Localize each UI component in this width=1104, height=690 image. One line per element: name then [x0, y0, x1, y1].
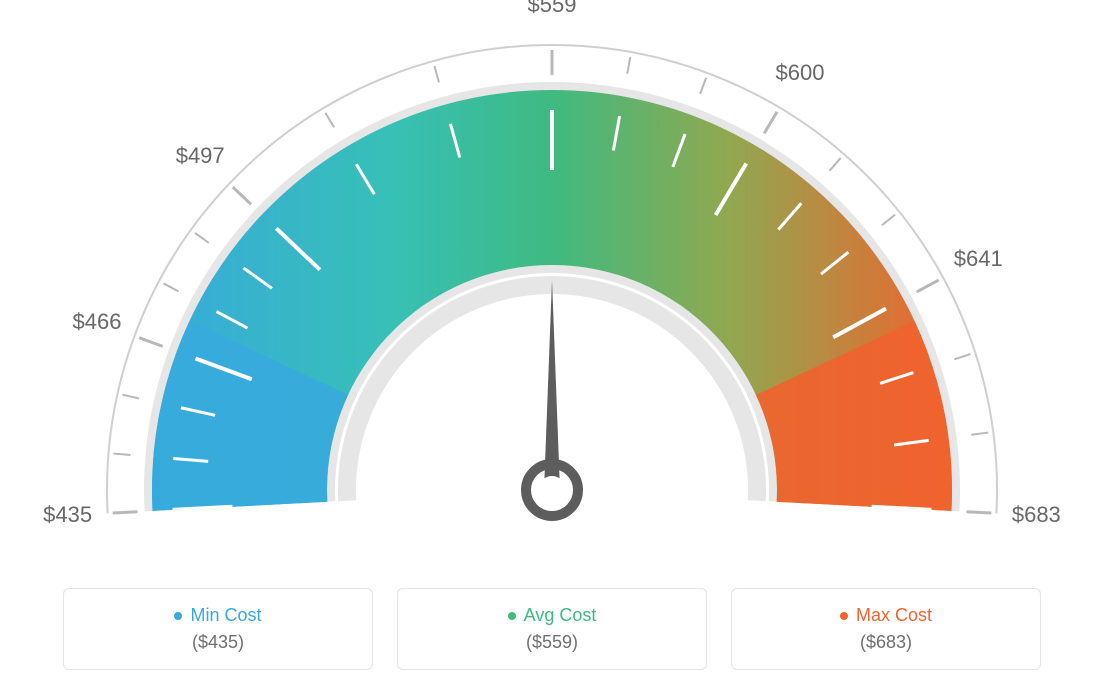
legend-value-avg: ($559): [526, 632, 578, 653]
legend-title-min: Min Cost: [190, 605, 261, 626]
legend-dot-max: [840, 612, 848, 620]
legend-row: Min Cost ($435) Avg Cost ($559) Max Cost…: [0, 588, 1104, 670]
gauge-tick-label: $466: [72, 309, 121, 335]
legend-value-max: ($683): [860, 632, 912, 653]
legend-title-row: Avg Cost: [508, 605, 597, 626]
legend-title-max: Max Cost: [856, 605, 932, 626]
gauge-tick-label: $497: [176, 143, 225, 169]
gauge-svg: [0, 0, 1104, 560]
cost-gauge-chart: $435 $466 $497 $559 $600 $641 $683: [0, 0, 1104, 560]
gauge-tick-label: $559: [528, 0, 577, 18]
legend-title-row: Max Cost: [840, 605, 932, 626]
gauge-tick-label: $435: [43, 502, 92, 528]
gauge-tick-label: $600: [775, 60, 824, 86]
legend-card-min: Min Cost ($435): [63, 588, 373, 670]
legend-card-avg: Avg Cost ($559): [397, 588, 707, 670]
gauge-tick-label: $683: [1012, 502, 1061, 528]
legend-dot-avg: [508, 612, 516, 620]
legend-title-row: Min Cost: [174, 605, 261, 626]
legend-card-max: Max Cost ($683): [731, 588, 1041, 670]
gauge-tick-label: $641: [954, 246, 1003, 272]
legend-dot-min: [174, 612, 182, 620]
legend-value-min: ($435): [192, 632, 244, 653]
legend-title-avg: Avg Cost: [524, 605, 597, 626]
